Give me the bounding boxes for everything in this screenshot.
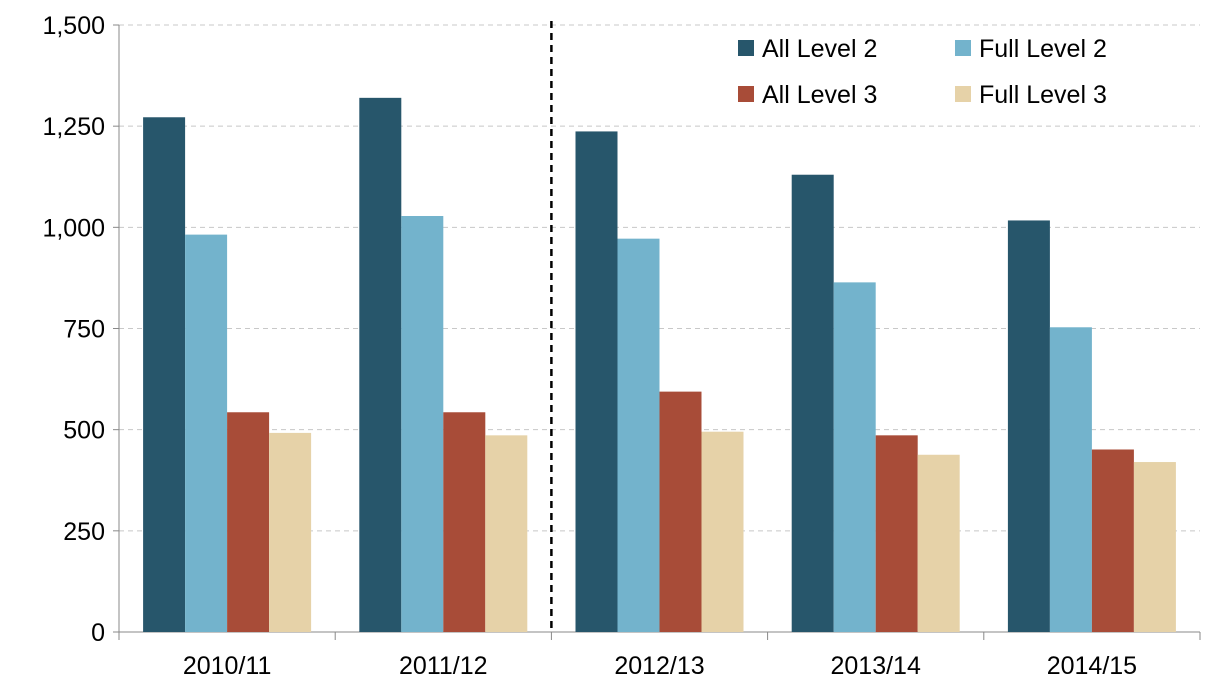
bar-full-level-3-2010-11 [269, 432, 312, 632]
bar-full-level-2-2011-12 [401, 216, 444, 632]
bars [143, 97, 1176, 633]
y-tick-label: 500 [63, 417, 105, 445]
bar-all-level-3-2013-14 [875, 435, 918, 632]
bar-all-level-2-2011-12 [359, 97, 402, 633]
bar-full-level-2-2010-11 [185, 234, 228, 632]
bar-full-level-2-2014-15 [1049, 327, 1092, 632]
bar-all-level-2-2013-14 [791, 174, 834, 632]
legend-label: Full Level 3 [979, 81, 1107, 109]
legend: All Level 2 Full Level 2 All Level 3 Full L… [738, 35, 1107, 109]
legend-swatch [738, 40, 754, 56]
bar-full-level-2-2012-13 [617, 238, 660, 632]
x-tick-label: 2012/13 [614, 652, 704, 680]
legend-swatch [955, 86, 971, 102]
x-tick-label: 2010/11 [183, 652, 272, 680]
bar-full-level-3-2014-15 [1133, 462, 1176, 632]
bar-all-level-3-2010-11 [227, 412, 270, 632]
bar-full-level-3-2011-12 [485, 435, 528, 632]
bar-full-level-3-2013-14 [917, 454, 960, 632]
x-tick-label: 2013/14 [831, 652, 921, 680]
bar-all-level-3-2014-15 [1091, 449, 1134, 632]
legend-swatch [738, 86, 754, 102]
y-tick-label: 1,250 [42, 113, 105, 141]
legend-label: All Level 2 [762, 35, 877, 63]
y-axis: 0 250 500 750 1,000 1,250 1,500 [42, 12, 120, 647]
y-tick-label: 0 [91, 619, 105, 647]
bar-all-level-3-2011-12 [443, 412, 486, 632]
bar-all-level-2-2010-11 [143, 117, 186, 633]
y-tick-label: 750 [63, 316, 105, 344]
y-tick-label: 250 [63, 518, 105, 546]
x-tick-label: 2014/15 [1047, 652, 1137, 680]
x-axis: 2010/11 2011/12 2012/13 2013/14 2014/15 [118, 631, 1201, 680]
x-tick-label: 2011/12 [399, 652, 488, 680]
y-tick-label: 1,500 [42, 12, 105, 40]
legend-label: Full Level 2 [979, 35, 1107, 63]
bar-full-level-3-2012-13 [701, 431, 744, 632]
bar-all-level-2-2012-13 [575, 131, 618, 632]
bar-all-level-3-2012-13 [659, 391, 702, 632]
legend-label: All Level 3 [762, 81, 877, 109]
y-tick-label: 1,000 [42, 214, 105, 242]
bar-full-level-2-2013-14 [833, 282, 876, 632]
bar-all-level-2-2014-15 [1007, 220, 1050, 633]
legend-swatch [955, 40, 971, 56]
